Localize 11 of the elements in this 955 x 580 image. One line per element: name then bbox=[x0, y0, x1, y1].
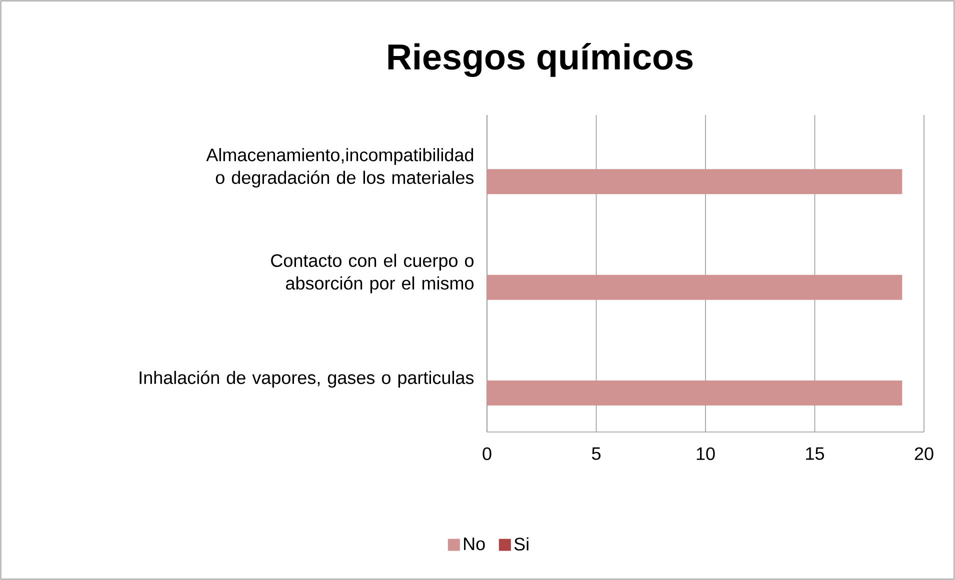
y-tick-label: Almacenamiento,incompatibilidad o degradación de los materiales bbox=[206, 148, 474, 188]
x-tick-label: 10 bbox=[696, 447, 715, 460]
x-tick-label: 0 bbox=[482, 447, 492, 460]
y-tick-label: Contacto con el cuerpo o absorción por el mismo bbox=[271, 254, 474, 294]
x-tick-label: 15 bbox=[806, 447, 824, 460]
chart-title: Riesgos químicos bbox=[388, 42, 693, 78]
legend-label: No bbox=[464, 538, 485, 550]
legend-label: Si bbox=[514, 537, 528, 551]
x-tick-label: 20 bbox=[914, 447, 934, 460]
y-tick-label: Inhalación de vapores, gases o particulas bbox=[140, 370, 474, 388]
x-tick-label: 5 bbox=[592, 447, 601, 460]
